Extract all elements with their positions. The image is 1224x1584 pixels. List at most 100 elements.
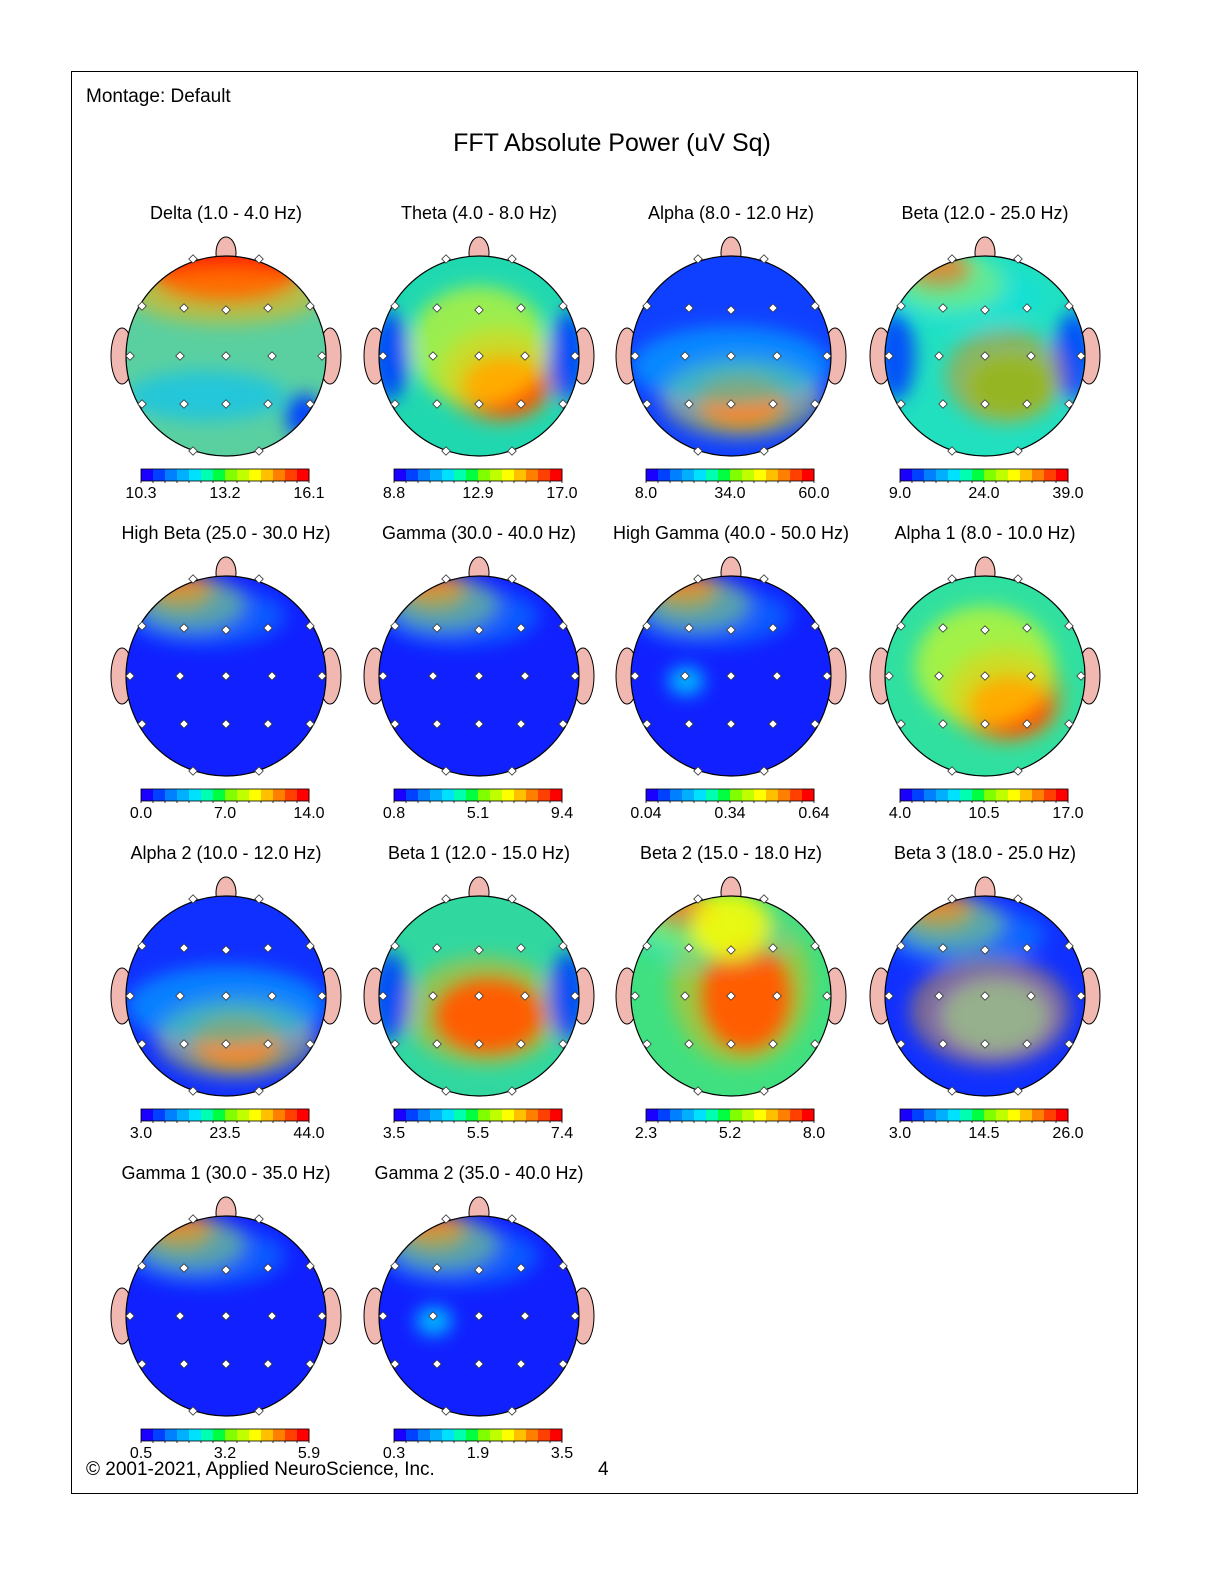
electrode-marker: [759, 574, 769, 584]
electrode-marker: [474, 1359, 484, 1369]
electrode-marker: [642, 301, 652, 311]
electrode-marker: [1013, 894, 1023, 904]
scale-min-label: 3.5: [382, 1125, 406, 1142]
scale-labels: 0.0 7.0 14.0: [101, 805, 351, 825]
electrode-marker: [390, 719, 400, 729]
scale-segment: [153, 1109, 166, 1121]
electrode-marker: [642, 719, 652, 729]
electrode-marker: [938, 943, 948, 953]
scale-segment: [466, 1429, 479, 1441]
topomap-title: Gamma 2 (35.0 - 40.0 Hz): [374, 1163, 584, 1183]
page-title: FFT Absolute Power (uV Sq): [453, 129, 771, 157]
electrode-marker: [305, 941, 315, 951]
electrode-marker: [726, 719, 736, 729]
electrode-marker: [1064, 1039, 1074, 1049]
electrode-marker: [516, 623, 526, 633]
topomap-panel: Beta 3 (18.0 - 25.0 Hz) 3.0 14.5 26.0: [860, 843, 1110, 1153]
scale-segment: [490, 789, 503, 801]
scale-min-label: 8.8: [382, 485, 406, 502]
electrode-marker: [980, 991, 990, 1001]
electrode-marker: [759, 254, 769, 264]
scale-min-label: 4.0: [888, 805, 912, 822]
scale-segment: [514, 1109, 527, 1121]
electrode-marker: [317, 1311, 327, 1321]
scale-segment: [912, 789, 925, 801]
electrode-marker: [516, 719, 526, 729]
electrode-marker: [317, 671, 327, 681]
electrode-marker: [768, 1039, 778, 1049]
head-map: [615, 556, 847, 803]
scale-segment: [1032, 1109, 1045, 1121]
topomap-title: Delta (1.0 - 4.0 Hz): [149, 203, 303, 223]
scale-segment: [394, 1429, 407, 1441]
scale-segment: [550, 469, 563, 481]
power-blob: [915, 606, 1055, 726]
electrode-marker: [137, 1261, 147, 1271]
scale-segment: [237, 789, 250, 801]
scale-segment: [261, 1109, 274, 1121]
scale-segment: [1044, 789, 1057, 801]
scale-segment: [538, 789, 551, 801]
electrode-marker: [175, 351, 185, 361]
scale-labels: 0.8 5.1 9.4: [354, 805, 604, 825]
scale-segment: [1056, 469, 1069, 481]
scale-segment: [658, 469, 671, 481]
scale-segment: [996, 789, 1009, 801]
electrode-marker: [317, 351, 327, 361]
electrode-marker: [267, 351, 277, 361]
electrode-marker: [520, 351, 530, 361]
electrode-marker: [947, 446, 957, 456]
scale-max-label: 3.5: [550, 1445, 574, 1462]
scale-segment: [273, 469, 286, 481]
topomap-panel: Alpha (8.0 - 12.0 Hz) 8.0 34.0 60.0: [606, 203, 856, 513]
scale-segment: [960, 1109, 973, 1121]
scale-segment: [213, 1109, 226, 1121]
scale-segment: [754, 1109, 767, 1121]
electrode-marker: [263, 399, 273, 409]
electrode-marker: [125, 351, 135, 361]
head-map: [363, 236, 595, 483]
scale-segment: [742, 469, 755, 481]
scale-segment: [790, 469, 803, 481]
topomap-title: Beta 1 (12.0 - 15.0 Hz): [387, 843, 571, 863]
power-blob: [885, 906, 1045, 966]
topomap-panel: Alpha 2 (10.0 - 12.0 Hz) 3.0 23.5 44.0: [101, 843, 351, 1153]
electrode-marker: [642, 621, 652, 631]
electrode-marker: [125, 671, 135, 681]
scale-segment: [766, 789, 779, 801]
electrode-marker: [558, 719, 568, 729]
head-map: [110, 236, 342, 483]
scale-segment: [1044, 469, 1057, 481]
scale-max-label: 17.0: [1052, 805, 1084, 822]
scale-segment: [201, 469, 214, 481]
scale-segment: [766, 469, 779, 481]
scale-segment: [802, 789, 815, 801]
electrode-marker: [810, 399, 820, 409]
scale-segment: [201, 1109, 214, 1121]
scale-segment: [646, 469, 659, 481]
scale-segment: [490, 1429, 503, 1441]
scale-labels: 3.0 23.5 44.0: [101, 1125, 351, 1145]
scale-segment: [682, 469, 695, 481]
electrode-marker: [1022, 943, 1032, 953]
electrode-marker: [884, 991, 894, 1001]
electrode-marker: [137, 301, 147, 311]
electrode-marker: [693, 446, 703, 456]
electrode-marker: [378, 671, 388, 681]
scale-segment: [285, 1429, 298, 1441]
electrode-marker: [441, 254, 451, 264]
electrode-marker: [175, 1311, 185, 1321]
electrode-marker: [254, 446, 264, 456]
scale-segment: [189, 1109, 202, 1121]
electrode-marker: [221, 945, 231, 955]
electrode-marker: [693, 254, 703, 264]
electrode-marker: [378, 351, 388, 361]
electrode-marker: [390, 399, 400, 409]
scale-segment: [924, 469, 937, 481]
electrode-marker: [516, 1039, 526, 1049]
scale-segment: [406, 789, 419, 801]
scale-segment: [189, 469, 202, 481]
scale-segment: [1032, 789, 1045, 801]
electrode-marker: [684, 623, 694, 633]
scale-labels: 4.0 10.5 17.0: [860, 805, 1110, 825]
